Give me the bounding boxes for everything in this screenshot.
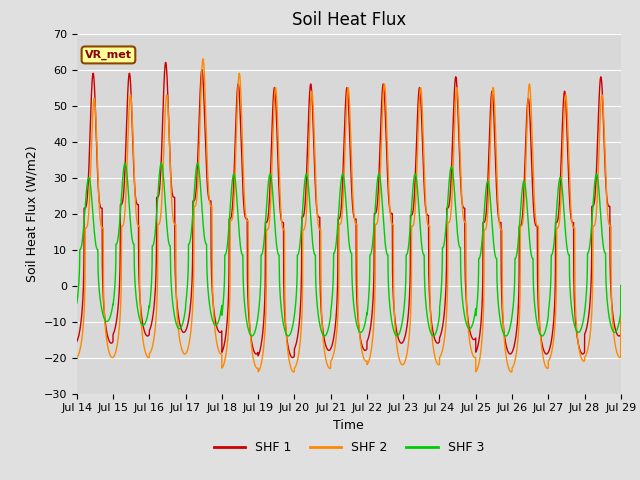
SHF 1 [617,283,625,288]
SHF 3 [616,313,624,319]
SHF 3 [171,314,179,320]
SHF 2 [616,355,624,360]
SHF 1 [171,194,179,200]
SHF 1 [73,338,81,344]
SHF 3 [502,333,509,339]
Line: SHF 1: SHF 1 [77,62,621,358]
SHF 1 [289,355,296,360]
SHF 2 [171,221,179,227]
SHF 1 [329,340,337,346]
X-axis label: Time: Time [333,419,364,432]
Title: Soil Heat Flux: Soil Heat Flux [292,11,406,29]
SHF 2 [73,354,81,360]
SHF 3 [73,300,81,306]
SHF 3 [121,160,129,166]
SHF 2 [471,355,479,360]
SHF 2 [290,369,298,375]
Legend: SHF 1, SHF 2, SHF 3: SHF 1, SHF 2, SHF 3 [209,436,489,459]
SHF 2 [502,350,509,356]
SHF 3 [471,312,479,318]
SHF 1 [441,306,449,312]
SHF 3 [538,333,546,339]
Text: VR_met: VR_met [85,50,132,60]
SHF 1 [616,332,624,338]
SHF 3 [329,291,337,297]
SHF 2 [441,334,449,339]
SHF 2 [617,283,625,288]
SHF 3 [441,238,449,244]
SHF 1 [471,336,479,342]
SHF 1 [502,340,509,346]
SHF 2 [199,56,207,62]
Line: SHF 2: SHF 2 [77,59,621,372]
SHF 3 [617,283,625,288]
SHF 1 [162,60,170,65]
SHF 2 [329,355,337,360]
Line: SHF 3: SHF 3 [77,163,621,336]
Y-axis label: Soil Heat Flux (W/m2): Soil Heat Flux (W/m2) [25,145,38,282]
